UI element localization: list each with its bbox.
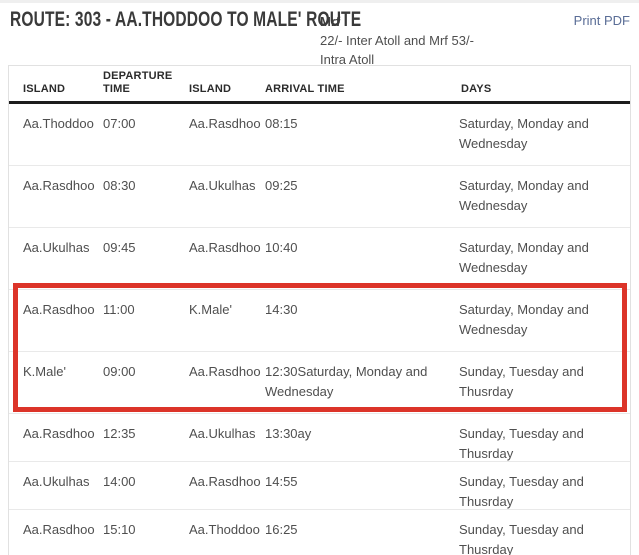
cell-from-island: Aa.Rasdhoo (23, 426, 95, 441)
cell-days: Sunday, Tuesday and Thusrday (459, 474, 584, 509)
table-header-row: ISLAND DEPARTURE TIME ISLAND ARRIVAL TIM… (9, 66, 630, 104)
header-island-from: ISLAND (23, 83, 66, 95)
cell-to-island: K.Male' (189, 302, 232, 317)
cell-arrival-time: 10:40 (265, 240, 298, 255)
cell-days: Saturday, Monday and Wednesday (459, 178, 589, 213)
cell-from-island: Aa.Rasdhoo (23, 522, 95, 537)
cell-departure-time: 15:10 (103, 522, 136, 537)
header-arrival-time: ARRIVAL TIME (265, 83, 345, 95)
cell-departure-time: 09:00 (103, 364, 136, 379)
cell-to-island: Aa.Rasdhoo (189, 116, 261, 131)
fare-info: Mrf 22/- Inter Atoll and Mrf 53/- Intra … (320, 12, 520, 69)
cell-arrival-time: 09:25 (265, 178, 298, 193)
table-row: Aa.Thoddoo 07:00 Aa.Rasdhoo 08:15 Saturd… (9, 104, 630, 166)
cell-arrival-time: 14:30 (265, 302, 298, 317)
cell-days: Saturday, Monday and Wednesday (459, 116, 589, 151)
fare-line-1: 22/- Inter Atoll and Mrf 53/- (320, 33, 474, 48)
cell-arrival-time: 14:55 (265, 474, 298, 489)
cell-days: Sunday, Tuesday and Thusrday (459, 426, 584, 461)
cell-from-island: Aa.Rasdhoo (23, 178, 95, 193)
cell-to-island: Aa.Ukulhas (189, 178, 256, 193)
cell-from-island: Aa.Rasdhoo (23, 302, 95, 317)
cell-days: Sunday, Tuesday and Thusrday (459, 522, 584, 555)
cell-arrival-time: 12:30Saturday, Monday and Wednesday (265, 364, 428, 399)
schedule-table: ISLAND DEPARTURE TIME ISLAND ARRIVAL TIM… (8, 65, 631, 555)
fare-line-2: Intra Atoll (320, 52, 375, 67)
print-pdf-link[interactable]: Print PDF (573, 13, 630, 28)
cell-departure-time: 07:00 (103, 116, 136, 131)
cell-days: Saturday, Monday and Wednesday (459, 302, 589, 337)
cell-from-island: K.Male' (23, 364, 66, 379)
cell-to-island: Aa.Ukulhas (189, 426, 256, 441)
cell-departure-time: 12:35 (103, 426, 136, 441)
cell-arrival-time: 08:15 (265, 116, 298, 131)
cell-arrival-time: 13:30ay (265, 426, 312, 441)
cell-to-island: Aa.Rasdhoo (189, 364, 261, 379)
cell-to-island: Aa.Rasdhoo (189, 474, 261, 489)
table-row: Aa.Ukulhas 14:00 Aa.Rasdhoo 14:55 Sunday… (9, 462, 630, 510)
fare-currency-label: Mrf (320, 14, 341, 29)
table-row: Aa.Rasdhoo 15:10 Aa.Thoddoo 16:25 Sunday… (9, 510, 630, 555)
cell-arrival-time: 16:25 (265, 522, 298, 537)
cell-departure-time: 11:00 (103, 302, 135, 317)
cell-from-island: Aa.Ukulhas (23, 240, 90, 255)
table-row-highlighted: K.Male' 09:00 Aa.Rasdhoo 12:30Saturday, … (9, 352, 630, 414)
cell-to-island: Aa.Rasdhoo (189, 240, 261, 255)
header-island-to: ISLAND (189, 83, 232, 95)
cell-from-island: Aa.Thoddoo (23, 116, 94, 131)
cell-days: Saturday, Monday and Wednesday (459, 240, 589, 275)
table-row: Aa.Ukulhas 09:45 Aa.Rasdhoo 10:40 Saturd… (9, 228, 630, 290)
cell-to-island: Aa.Thoddoo (189, 522, 260, 537)
cell-departure-time: 08:30 (103, 178, 136, 193)
page-title: ROUTE: 303 - AA.THODDOO TO MALE' ROUTE (10, 8, 485, 32)
header-departure-time: DEPARTURE TIME (103, 70, 173, 95)
cell-departure-time: 14:00 (103, 474, 136, 489)
table-row-highlighted: Aa.Rasdhoo 11:00 K.Male' 14:30 Saturday,… (9, 290, 630, 352)
cell-days: Sunday, Tuesday and Thusrday (459, 364, 584, 399)
cell-departure-time: 09:45 (103, 240, 136, 255)
header-days: DAYS (461, 83, 492, 95)
page-title-text: ROUTE: 303 - AA.THODDOO TO MALE' ROUTE (10, 8, 362, 31)
table-row: Aa.Rasdhoo 08:30 Aa.Ukulhas 09:25 Saturd… (9, 166, 630, 228)
table-row: Aa.Rasdhoo 12:35 Aa.Ukulhas 13:30ay Sund… (9, 414, 630, 462)
cell-from-island: Aa.Ukulhas (23, 474, 90, 489)
